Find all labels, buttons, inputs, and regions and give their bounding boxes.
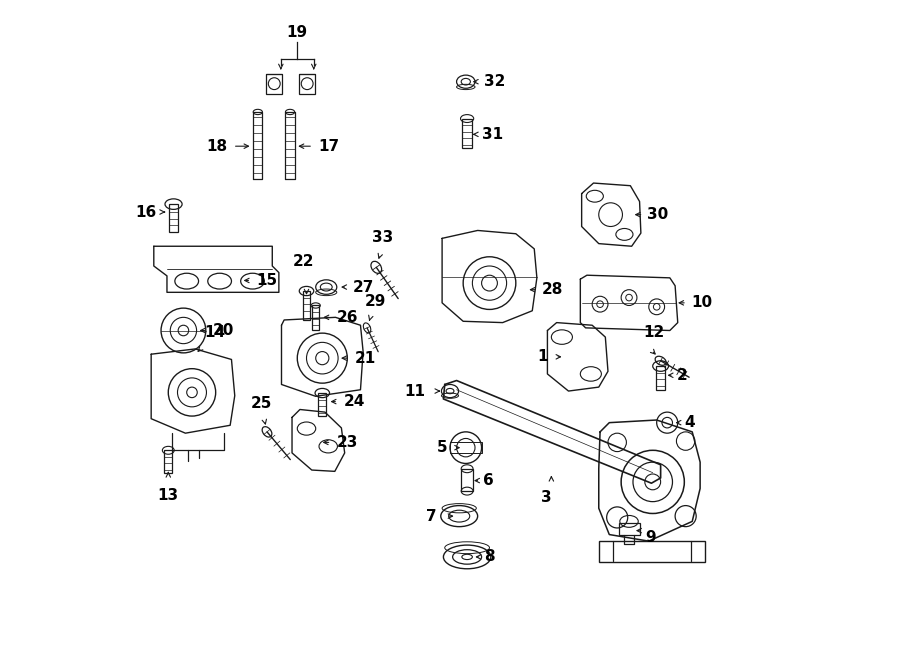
Text: 23: 23 <box>337 435 358 450</box>
Text: 5: 5 <box>436 440 447 455</box>
Text: 9: 9 <box>644 529 655 545</box>
Text: 31: 31 <box>482 127 503 142</box>
Text: 7: 7 <box>427 508 436 524</box>
Text: 3: 3 <box>541 490 552 505</box>
Bar <box>165 450 172 473</box>
Text: 30: 30 <box>647 207 669 222</box>
Bar <box>302 291 310 320</box>
Text: 24: 24 <box>344 394 364 409</box>
Bar <box>462 118 472 147</box>
Text: 26: 26 <box>337 310 358 325</box>
Bar <box>656 366 665 390</box>
Bar <box>266 74 283 94</box>
Text: 12: 12 <box>644 325 665 340</box>
Bar <box>300 74 315 94</box>
Text: 27: 27 <box>353 280 374 295</box>
Text: 25: 25 <box>251 396 273 410</box>
Text: 22: 22 <box>293 254 315 268</box>
Text: 18: 18 <box>206 139 228 154</box>
Bar <box>450 442 482 453</box>
Text: 17: 17 <box>319 139 339 154</box>
Text: 1: 1 <box>537 349 547 364</box>
Text: 29: 29 <box>364 294 386 309</box>
Text: 28: 28 <box>542 282 563 297</box>
Text: 15: 15 <box>256 273 277 288</box>
Text: 8: 8 <box>484 549 495 564</box>
Text: 2: 2 <box>677 368 688 383</box>
Text: 10: 10 <box>691 295 712 311</box>
Bar <box>598 541 706 563</box>
Bar <box>319 393 327 416</box>
Text: 16: 16 <box>135 204 157 219</box>
Bar <box>618 523 640 535</box>
Text: 19: 19 <box>287 24 308 40</box>
Text: 14: 14 <box>203 325 225 340</box>
Bar <box>461 469 473 491</box>
Text: 13: 13 <box>158 488 179 504</box>
Bar <box>312 305 319 330</box>
Text: 21: 21 <box>356 350 376 366</box>
Text: 4: 4 <box>684 415 695 430</box>
Text: 32: 32 <box>484 74 506 89</box>
Text: 11: 11 <box>404 383 425 399</box>
Text: 33: 33 <box>373 230 393 245</box>
Text: 6: 6 <box>483 473 494 488</box>
Bar <box>169 204 178 232</box>
Text: 20: 20 <box>213 323 234 338</box>
